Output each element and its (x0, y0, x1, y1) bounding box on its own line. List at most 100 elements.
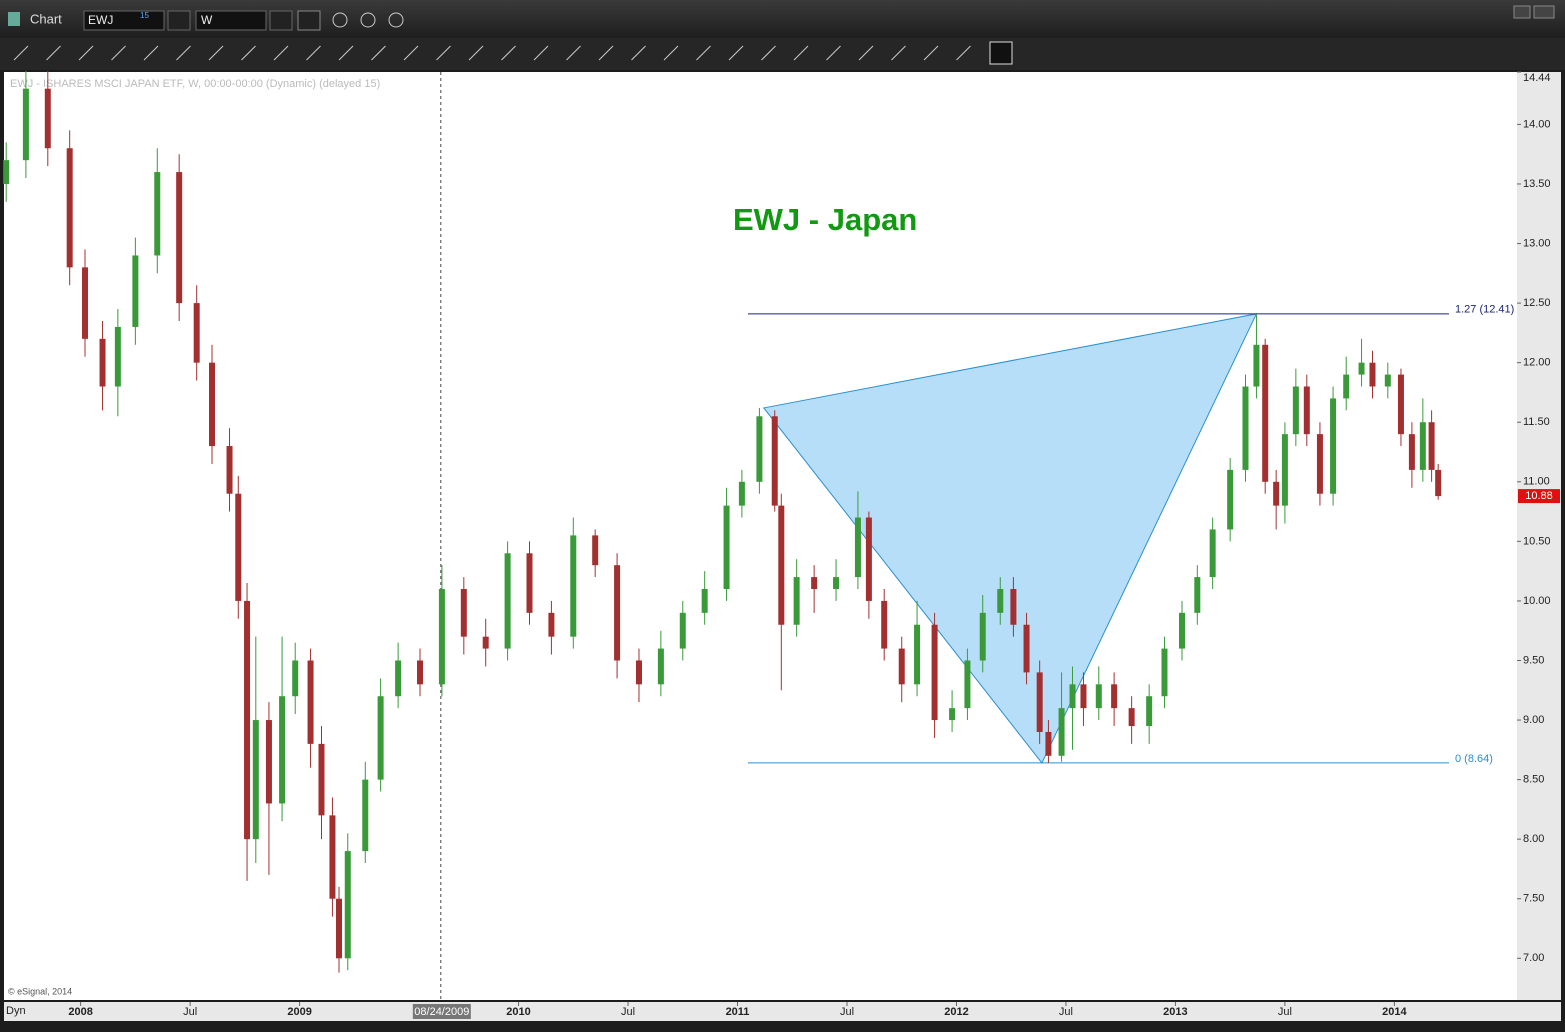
tool-icon[interactable] (78, 45, 94, 61)
tool-icon[interactable] (663, 45, 679, 61)
candle-body (1303, 386, 1310, 435)
x-tick-label: Jul (621, 1006, 635, 1018)
tool-icon[interactable] (696, 45, 711, 61)
tool-icon[interactable] (858, 45, 874, 61)
symbol-box[interactable] (83, 10, 165, 31)
tool-icon[interactable] (111, 45, 126, 61)
candle-body (1408, 434, 1415, 470)
tool-icon[interactable] (13, 45, 29, 61)
candle-body (344, 851, 351, 959)
candle-body (1262, 344, 1269, 482)
chart-title: EWJ - Japan (733, 202, 917, 237)
y-tick-label: 9.50 (1523, 654, 1544, 666)
y-tick-label: 8.50 (1523, 774, 1544, 786)
candle-body (244, 600, 251, 840)
tool-icon[interactable] (371, 45, 386, 61)
tool-icon[interactable] (923, 45, 939, 61)
candle-body (570, 535, 577, 637)
y-tick-label: 14.00 (1523, 118, 1551, 130)
candle-body (82, 267, 89, 339)
candle-body (778, 505, 785, 625)
candle-body (417, 660, 424, 685)
copyright: © eSignal, 2014 (8, 986, 72, 996)
candle-body (1058, 708, 1065, 756)
tool-icon[interactable] (761, 45, 776, 61)
x-tick-label: Jul (183, 1006, 197, 1018)
fib-label: 0 (8.64) (1455, 753, 1493, 765)
tool-icon[interactable] (241, 45, 256, 61)
candle-body (1369, 362, 1376, 387)
draw-button[interactable] (297, 10, 321, 31)
candle-body (738, 481, 745, 506)
x-tick-label: Jul (1278, 1006, 1292, 1018)
play-button[interactable] (360, 12, 376, 28)
settings-button[interactable] (167, 10, 191, 31)
candle-body (592, 535, 599, 566)
candle-body (154, 172, 161, 256)
close-button[interactable] (1533, 5, 1555, 19)
interval-box[interactable] (195, 10, 267, 31)
candle-body (898, 648, 905, 685)
candle-body (964, 660, 971, 709)
tool-icon[interactable] (46, 45, 61, 61)
interval[interactable]: W (201, 13, 213, 27)
pattern-triangle (762, 313, 1258, 764)
clock-button[interactable] (269, 10, 293, 31)
tool-icon[interactable] (631, 45, 646, 61)
candle-body (865, 517, 872, 601)
alert-button[interactable] (388, 12, 404, 28)
tool-icon[interactable] (501, 45, 516, 61)
candle-body (307, 660, 314, 744)
candle-body (292, 660, 299, 697)
candle-body (99, 338, 106, 387)
tool-icon[interactable] (273, 45, 289, 61)
price-axis (1517, 72, 1561, 1000)
tool-icon[interactable] (208, 45, 224, 61)
candle-body (226, 446, 233, 494)
candle-body (1330, 398, 1337, 494)
candle-body (1161, 648, 1168, 697)
candle-body (460, 589, 467, 637)
x-tick-label: 2010 (506, 1006, 530, 1018)
candle-body (979, 612, 986, 661)
tool-icon[interactable] (176, 45, 191, 61)
tool-icon[interactable] (793, 45, 809, 61)
refresh-button[interactable] (332, 12, 348, 28)
candle-body (1111, 684, 1118, 709)
tool-icon[interactable] (566, 45, 581, 61)
time-axis (4, 1002, 1561, 1021)
tool-icon[interactable] (728, 45, 744, 61)
tool-icon[interactable] (891, 45, 906, 61)
x-tick-label: 2012 (944, 1006, 968, 1018)
candle-body (833, 577, 840, 590)
tool-icon[interactable] (403, 45, 419, 61)
tool-icon[interactable] (598, 45, 614, 61)
restore-button[interactable] (1513, 5, 1531, 19)
tool-icon[interactable] (306, 45, 321, 61)
tool-icon[interactable] (533, 45, 549, 61)
candle-body (1358, 362, 1365, 375)
tool-icon[interactable] (338, 45, 354, 61)
x-tick-label: 2009 (287, 1006, 311, 1018)
candle-body (1397, 374, 1404, 435)
tool-icon[interactable] (143, 45, 159, 61)
tool-icon[interactable] (468, 45, 484, 61)
symbol[interactable]: EWJ (88, 13, 113, 27)
tool-icon[interactable] (956, 45, 971, 61)
tool-icon[interactable] (436, 45, 451, 61)
candle-body (548, 612, 555, 637)
candle-body (1178, 612, 1185, 649)
candle-body (377, 696, 384, 780)
candle-body (44, 88, 51, 149)
y-tick-label: 13.50 (1523, 178, 1551, 190)
y-tick-label: 12.50 (1523, 297, 1551, 309)
x-tick-label: Jul (1059, 1006, 1073, 1018)
candle-body (1023, 624, 1030, 673)
tool-icon[interactable] (826, 45, 841, 61)
candle-body (438, 589, 445, 685)
candle-body (1435, 469, 1442, 497)
candle-body (318, 743, 325, 816)
candle-body (209, 362, 216, 447)
candle-body (193, 303, 200, 363)
magnet-button[interactable] (989, 41, 1013, 65)
